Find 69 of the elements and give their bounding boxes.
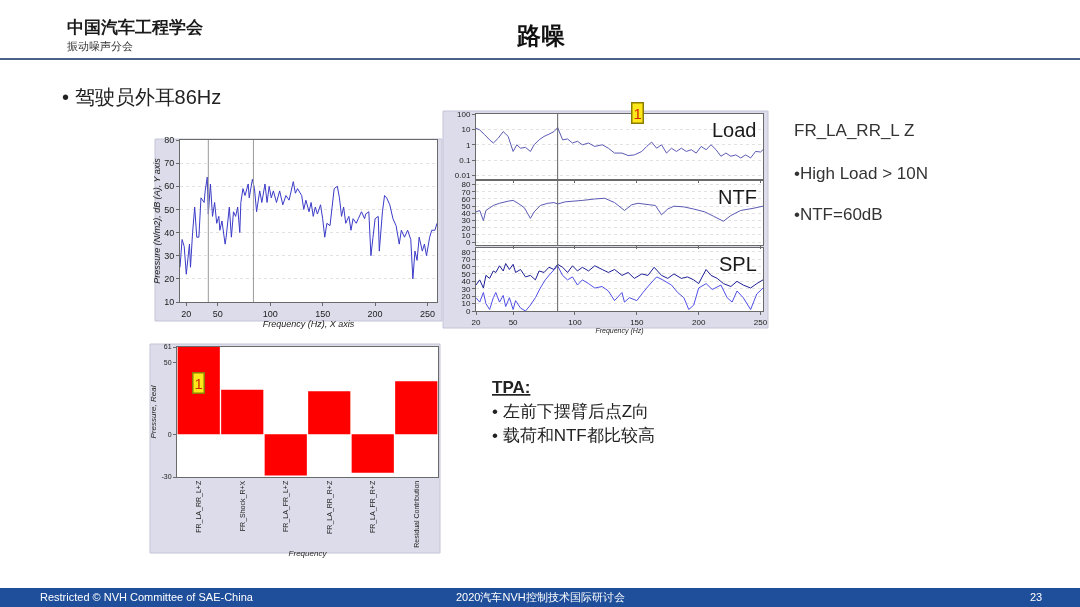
text: Restricted © NVH Committee of SAE-China (40, 591, 254, 603)
annotation: 1 (194, 374, 203, 392)
x-tick-label: 200 (691, 317, 706, 327)
y-axis-title: Pressure (N/m2), dB (A), Y axis (151, 157, 162, 284)
y-tick-label: 80 (164, 135, 175, 146)
x-tick-label: 250 (420, 308, 436, 319)
bar (264, 434, 307, 476)
text: FR_LA_RR_L Z (794, 121, 915, 140)
y-tick-label: 40 (164, 227, 175, 238)
text: 振动噪声分会 (67, 40, 133, 52)
bar (308, 391, 351, 435)
bar (351, 434, 394, 473)
y-tick-label: 10 (461, 299, 471, 309)
x-tick-label: 150 (315, 308, 331, 319)
y-tick-label: 80 (461, 180, 471, 190)
y-tick-label: 0 (465, 306, 471, 316)
y-tick-label: 40 (461, 277, 471, 287)
x-axis-title: Frequency (288, 548, 328, 558)
y-tick-label: 20 (164, 274, 175, 285)
x-tick-label: 250 (753, 317, 768, 327)
y-tick-label: 60 (461, 262, 471, 272)
x-tick-label: 150 (630, 317, 645, 327)
y-tick-label: 30 (461, 216, 471, 226)
y-tick-label: 70 (461, 187, 471, 197)
y-tick-label: 20 (461, 291, 471, 301)
y-tick-label: 70 (461, 254, 471, 264)
y-tick-label: 0 (465, 237, 471, 247)
x-tick-label: 200 (367, 308, 383, 319)
y-tick-label: 60 (164, 181, 175, 192)
annotation: 1 (633, 104, 642, 122)
bar (395, 381, 438, 435)
chart-title: SPL (719, 253, 757, 275)
text: 中国汽车工程学会 (67, 18, 204, 37)
line-series (180, 176, 437, 280)
y-tick-label: 10 (164, 297, 175, 308)
y-tick-label: 70 (164, 158, 175, 169)
x-tick-label: 20 (181, 308, 192, 319)
chart-title: NTF (718, 186, 757, 208)
y-tick-label: 10 (461, 230, 471, 240)
y-tick-label: 30 (461, 284, 471, 294)
y-tick-label: 10 (461, 125, 471, 135)
y-axis-title: Pressure, Real (149, 385, 159, 439)
y-tick-label: 20 (461, 223, 471, 233)
text: • 驾驶员外耳86Hz (62, 86, 222, 108)
y-tick-label: 1 (465, 140, 471, 150)
y-tick-label: 80 (461, 247, 471, 257)
y-tick-label: 50 (461, 269, 471, 279)
y-tick-label: 60 (461, 194, 471, 204)
text: 路噪 (516, 22, 565, 49)
x-tick-label: 50 (508, 317, 519, 327)
y-tick-label: 40 (461, 209, 471, 219)
chart-title: Load (712, 119, 757, 141)
x-tick-label: 50 (212, 308, 223, 319)
x-tick-label: 100 (262, 308, 278, 319)
text: TPA: (492, 378, 531, 397)
text: • 左前下摆臂后点Z向 (492, 402, 650, 421)
y-tick-label: 50 (461, 201, 471, 211)
y-tick-label: 50 (164, 204, 175, 215)
y-tick-label: 30 (164, 250, 175, 261)
y-tick-label: 0.01 (454, 171, 471, 181)
text: •NTF=60dB (794, 205, 883, 224)
x-tick-label: 100 (568, 317, 583, 327)
text: 23 (1030, 591, 1043, 603)
text: 2020汽车NVH控制技术国际研讨会 (456, 591, 625, 603)
text: • 载荷和NTF都比较高 (492, 426, 655, 445)
y-tick-label: 100 (457, 109, 471, 119)
x-axis-title: Frequency (Hz), X axis (262, 318, 355, 329)
y-tick-label: 0.1 (459, 155, 471, 165)
text: •High Load > 10N (794, 164, 929, 183)
